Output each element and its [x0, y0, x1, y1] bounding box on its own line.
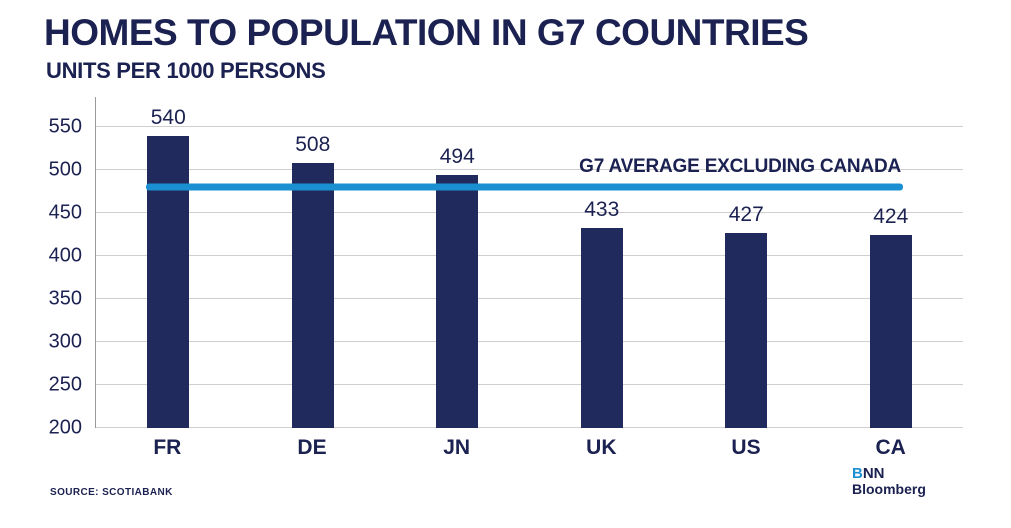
source-note: SOURCE: SCOTIABANK [50, 487, 173, 498]
average-line [146, 183, 903, 191]
bar-jn [436, 175, 479, 428]
y-tick-label: 400 [48, 244, 82, 267]
bars-container: 540 508 494 433 427 424 [96, 97, 963, 428]
y-tick-label: 200 [48, 416, 82, 439]
x-tick-label-jn: JN [443, 436, 471, 459]
logo-nn-letters: NN [862, 465, 885, 482]
bar-column: 494 [385, 97, 530, 428]
plot-area: 540 508 494 433 427 424 G7 AVERAGE EXCLUDING … [95, 97, 963, 428]
gridline [96, 255, 963, 257]
x-tick-label-ca: CA [875, 436, 906, 459]
bar-value-label: 427 [728, 202, 764, 226]
logo-b-letter: B [852, 465, 863, 482]
x-tick-label-fr: FR [153, 436, 182, 459]
x-tick-label-us: US [731, 436, 761, 459]
bar-column: 540 [96, 97, 241, 428]
x-axis: FR DE JN UK US CA [95, 436, 963, 460]
bnn-bloomberg-logo: BNN Bloomberg [852, 466, 926, 496]
bar-de [291, 163, 334, 428]
bar-value-label: 433 [584, 197, 620, 221]
bar-column: 424 [819, 97, 964, 428]
bar-us [725, 232, 768, 428]
bar-column: 433 [530, 97, 675, 428]
bar-column: 427 [674, 97, 819, 428]
gridline [96, 212, 963, 214]
bar-fr [147, 135, 190, 428]
bar-value-label: 424 [873, 205, 909, 229]
gridline [96, 169, 963, 171]
bar-column: 508 [241, 97, 386, 428]
gridline [96, 341, 963, 343]
x-tick-label-de: DE [297, 436, 327, 459]
logo-bloomberg: Bloomberg [852, 480, 926, 497]
bar-value-label: 540 [150, 105, 186, 129]
gridline [96, 298, 963, 300]
chart-title: HOMES TO POPULATION IN G7 COUNTRIES [44, 12, 809, 53]
y-tick-label: 500 [48, 158, 82, 181]
y-tick-label: 250 [48, 373, 82, 396]
y-axis: 200 250 300 350 400 450 500 550 [36, 97, 88, 439]
x-tick-label-uk: UK [586, 436, 617, 459]
y-tick-label: 450 [48, 201, 82, 224]
bar-uk [580, 227, 623, 428]
bar-value-label: 508 [295, 133, 331, 157]
gridline [96, 427, 963, 428]
average-line-label: G7 AVERAGE EXCLUDING CANADA [579, 156, 901, 178]
y-tick-label: 350 [48, 287, 82, 310]
y-tick-label: 300 [48, 330, 82, 353]
bar-ca [869, 235, 912, 428]
chart-subtitle: UNITS PER 1000 PERSONS [46, 58, 326, 83]
gridline [96, 126, 963, 128]
logo-bnn: BNN [852, 466, 926, 482]
bar-value-label: 494 [439, 145, 475, 169]
y-tick-label: 550 [48, 115, 82, 138]
gridline [96, 384, 963, 386]
